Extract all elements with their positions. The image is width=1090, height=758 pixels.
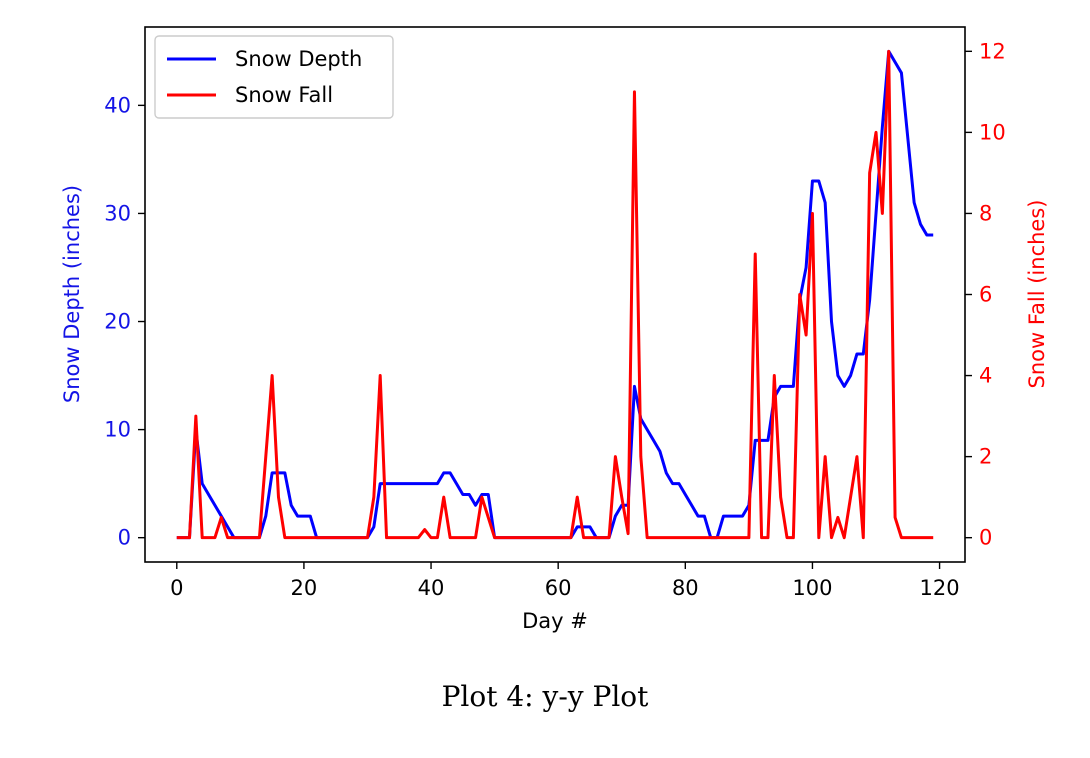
x-tick-label: 80 xyxy=(672,576,699,600)
left-axis-label: Snow Depth (inches) xyxy=(60,185,84,403)
x-tick-label: 100 xyxy=(792,576,832,600)
right-tick-label: 6 xyxy=(979,283,992,307)
x-tick-label: 20 xyxy=(291,576,318,600)
left-tick-label: 20 xyxy=(104,310,131,334)
left-tick-label: 10 xyxy=(104,418,131,442)
legend-box xyxy=(154,35,394,119)
right-tick-label: 10 xyxy=(979,120,1006,144)
x-tick-label: 40 xyxy=(418,576,445,600)
legend-label-snow-fall: Snow Fall xyxy=(235,83,333,107)
right-tick-label: 8 xyxy=(979,201,992,225)
x-axis-label: Day # xyxy=(522,609,588,633)
x-axis-ticks: 0 20 40 60 80 100 120 xyxy=(170,562,960,600)
left-tick-label: 40 xyxy=(104,93,131,117)
figure-caption: Plot 4: y-y Plot xyxy=(441,680,649,713)
right-axis-label: Snow Fall (inches) xyxy=(1025,200,1049,389)
right-tick-label: 4 xyxy=(979,364,992,388)
x-tick-label: 0 xyxy=(170,576,183,600)
legend-label-snow-depth: Snow Depth xyxy=(235,47,362,71)
series-layer xyxy=(176,49,934,540)
legend: Snow Depth Snow Fall xyxy=(154,35,394,119)
x-tick-label: 120 xyxy=(920,576,960,600)
right-tick-label: 0 xyxy=(979,526,992,550)
right-tick-label: 12 xyxy=(979,39,1006,63)
right-tick-label: 2 xyxy=(979,445,992,469)
series-snow-fall-line xyxy=(176,49,934,540)
x-tick-label: 60 xyxy=(545,576,572,600)
right-axis-ticks: 0 2 4 6 8 10 12 xyxy=(965,39,1006,550)
left-tick-label: 0 xyxy=(118,526,131,550)
left-tick-label: 30 xyxy=(104,201,131,225)
left-axis-ticks: 0 10 20 30 40 xyxy=(104,93,145,550)
